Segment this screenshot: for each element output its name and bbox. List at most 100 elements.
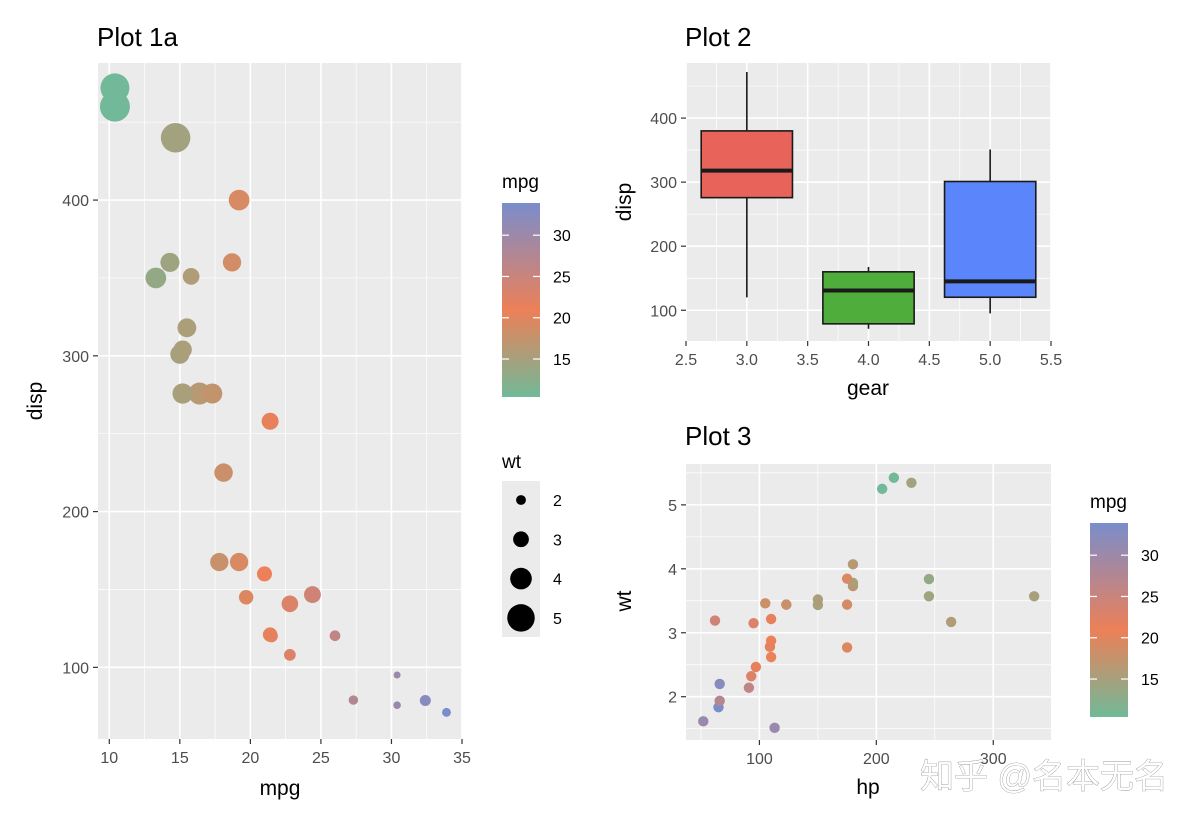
plot1a-size-legend-dot: [516, 495, 526, 505]
plot1a-colorbar-label: 25: [553, 269, 571, 286]
plot1a-xlabel: mpg: [260, 777, 301, 800]
plot2-box-gear4: [822, 271, 915, 325]
plot3-point: [847, 559, 859, 570]
plot3-point: [841, 599, 853, 610]
plot1a-panel: [98, 63, 462, 739]
plot3-point: [750, 661, 762, 673]
plot3-colorbar-ticks: 15 20 25 30: [1090, 548, 1159, 689]
plot3-y-tick-label: 2: [668, 690, 677, 707]
plot1a-point: [173, 340, 192, 359]
plot1a-point: [393, 671, 401, 679]
plot3-grid: [686, 464, 1051, 740]
plot2-boxes: [700, 71, 1037, 329]
plot3-axes: 100 200 300 2 3 4 5: [668, 498, 1007, 768]
watermark-text: 知乎 @名本无名: [920, 758, 1168, 796]
plot1a-point: [100, 73, 130, 103]
plot2-box-gear5: [943, 180, 1037, 299]
plot3-point: [709, 615, 721, 626]
plot3-point: [748, 617, 759, 629]
plot3-point: [906, 477, 917, 489]
plot1a-colorbar: [502, 203, 540, 397]
plot1a-point: [145, 267, 167, 289]
plot1a-point: [160, 122, 191, 153]
plot1a-point: [210, 552, 229, 572]
plot3-ylabel: wt: [613, 590, 636, 612]
plot1a-point: [202, 383, 223, 404]
plot1a-point: [177, 318, 197, 338]
plot3-point: [746, 671, 757, 682]
plot3-colorbar-label: 30: [1141, 548, 1159, 565]
plot3-color-legend: mpg 15 20 25 30: [1090, 492, 1159, 717]
plot3-y-tick-label: 5: [668, 498, 677, 515]
plot1a-point: [261, 412, 279, 430]
plot1a-size-legend-label: 3: [553, 532, 562, 549]
plot3-y-tick-label: 3: [668, 626, 677, 643]
plot1a-colorbar-label: 20: [553, 311, 571, 328]
plot1a-point: [238, 590, 254, 605]
plot1a-point: [172, 383, 193, 404]
plot2-x-tick-label: 2.5: [675, 352, 697, 369]
plot3-title: Plot 3: [685, 421, 752, 451]
plot3-point: [714, 678, 725, 690]
plot1a-color-legend: mpg 15 20 25 30: [502, 172, 571, 397]
plot2-x-tick-label: 5.5: [1040, 352, 1062, 369]
plot1a-size-legend-dot: [513, 531, 529, 548]
plot3-point: [698, 716, 709, 727]
plot3: Plot 3 100 200 300 2 3 4 5 hp wt: [613, 421, 1051, 799]
plot1a-points: [99, 73, 451, 717]
plot1a-x-tick-label: 35: [453, 750, 471, 767]
plot1a-point: [228, 189, 250, 211]
plot1a-point: [393, 701, 401, 709]
plot3-point: [1028, 591, 1040, 602]
plot1a-axes: 10 15 20 25 30 35 100 200 300 400: [62, 193, 471, 767]
plot3-x-tick-label: 100: [746, 751, 773, 768]
plot2-xlabel: gear: [847, 377, 889, 400]
plot3-point: [812, 599, 824, 611]
plot1a-point: [329, 630, 341, 642]
plot1a-point: [419, 695, 431, 707]
plot1a-x-tick-label: 30: [383, 750, 401, 767]
plot1a-point: [304, 586, 321, 604]
plot3-point: [760, 598, 771, 609]
plot2-y-tick-label: 300: [650, 175, 677, 192]
plot3-point: [876, 483, 888, 495]
plot1a: Plot 1a 10 15 20 25 30 35 100 200 300 400 mpg dis…: [24, 22, 471, 800]
plot1a-point: [222, 253, 242, 272]
plot1a-colorbar-label: 15: [553, 352, 571, 369]
plot1a-y-tick-label: 400: [62, 193, 89, 210]
plot1a-point: [284, 649, 296, 661]
plot1a-point: [281, 595, 299, 613]
plot2-x-tick-label: 5.0: [979, 352, 1001, 369]
plot2-x-tick-label: 4.5: [918, 352, 940, 369]
plot2-x-tick-label: 3.5: [797, 352, 819, 369]
plot1a-point: [442, 707, 451, 717]
plot2-title: Plot 2: [685, 22, 752, 52]
plot3-colorbar: [1090, 523, 1128, 717]
plot3-points: [698, 472, 1040, 734]
plot2-y-tick-label: 400: [650, 111, 677, 128]
plot3-colorbar-label: 20: [1141, 631, 1159, 648]
plot3-point: [765, 613, 777, 625]
plot3-colorbar-label: 25: [1141, 589, 1159, 606]
plot2-axes: 2.5 3.0 3.5 4.0 4.5 5.0 5.5 100 200 300 400: [650, 111, 1062, 369]
plot1a-y-tick-label: 300: [62, 349, 89, 366]
plot1a-title: Plot 1a: [97, 22, 178, 52]
plot2: Plot 2 2.5 3.0 3.5 4.0 4.5 5.0 5.5 100 200 300 400…: [613, 22, 1062, 400]
plot3-panel: [686, 464, 1051, 740]
plot3-point: [841, 573, 853, 584]
plot1a-colorbar-label: 30: [553, 228, 571, 245]
plot1a-point: [257, 567, 272, 581]
plot1a-size-legend-label: 4: [553, 572, 562, 589]
plot2-ylabel: disp: [613, 183, 636, 222]
plot1a-colorbar-ticks: 15 20 25 30: [502, 228, 571, 369]
plot1a-point: [214, 463, 233, 482]
plot1a-size-legend-dot: [507, 604, 535, 632]
plot1a-size-legend-label: 2: [553, 493, 562, 510]
plot3-point: [923, 591, 935, 602]
plot3-xlabel: hp: [856, 776, 879, 799]
plot1a-point: [182, 268, 200, 285]
plot2-x-tick-label: 4.0: [857, 352, 879, 369]
plot1a-size-legend-label: 5: [553, 611, 562, 628]
plot1a-size-legend-dot: [510, 567, 532, 590]
